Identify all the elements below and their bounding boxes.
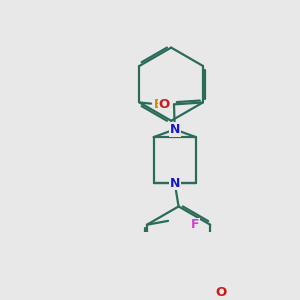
Text: N: N bbox=[169, 177, 180, 190]
Text: O: O bbox=[159, 98, 170, 111]
Text: N: N bbox=[169, 123, 180, 136]
Text: F: F bbox=[191, 218, 200, 231]
Text: O: O bbox=[215, 286, 227, 298]
Text: Br: Br bbox=[154, 98, 169, 111]
